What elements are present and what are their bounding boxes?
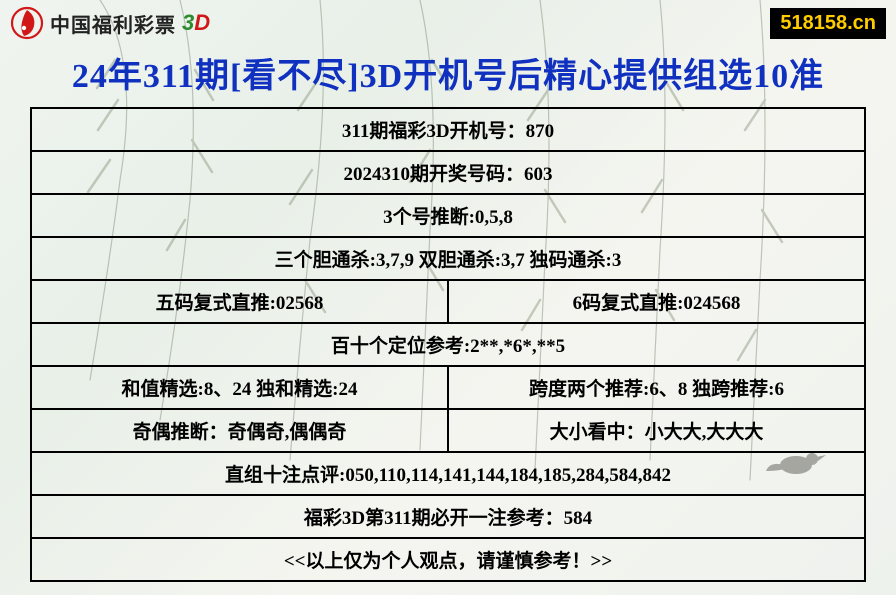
table-cell: 五码复式直推:02568	[32, 281, 447, 322]
data-table: 311期福彩3D开机号：8702024310期开奖号码：6033个号推断:0,5…	[30, 107, 866, 582]
table-cell: 3个号推断:0,5,8	[32, 195, 864, 236]
table-row: 和值精选:8、24 独和精选:24跨度两个推荐:6、8 独跨推荐:6	[32, 367, 864, 410]
table-cell: 直组十注点评:050,110,114,141,144,184,185,284,5…	[32, 453, 864, 494]
logo-block: 中国福利彩票 3D	[10, 6, 210, 40]
table-row: 直组十注点评:050,110,114,141,144,184,185,284,5…	[32, 453, 864, 496]
table-cell: 百十个定位参考:2**,*6*,**5	[32, 324, 864, 365]
site-badge: 518158.cn	[770, 8, 886, 39]
table-cell: 和值精选:8、24 独和精选:24	[32, 367, 447, 408]
table-cell: 2024310期开奖号码：603	[32, 152, 864, 193]
table-row: 3个号推断:0,5,8	[32, 195, 864, 238]
table-row: 2024310期开奖号码：603	[32, 152, 864, 195]
brand-3d-red: D	[194, 10, 210, 35]
brand-3d-green: 3	[182, 10, 194, 35]
table-cell: <<以上仅为个人观点，请谨慎参考！>>	[32, 539, 864, 580]
page-title: 24年311期[看不尽]3D开机号后精心提供组选10准	[0, 42, 896, 107]
lottery-logo-icon	[10, 6, 44, 40]
table-row: 福彩3D第311期必开一注参考：584	[32, 496, 864, 539]
table-row: 311期福彩3D开机号：870	[32, 109, 864, 152]
table-cell: 6码复式直推:024568	[447, 281, 864, 322]
table-cell: 奇偶推断：奇偶奇,偶偶奇	[32, 410, 447, 451]
brand-3d: 3D	[182, 10, 210, 36]
table-cell: 福彩3D第311期必开一注参考：584	[32, 496, 864, 537]
table-cell: 跨度两个推荐:6、8 独跨推荐:6	[447, 367, 864, 408]
table-cell: 三个胆通杀:3,7,9 双胆通杀:3,7 独码通杀:3	[32, 238, 864, 279]
table-row: 奇偶推断：奇偶奇,偶偶奇大小看中：小大大,大大大	[32, 410, 864, 453]
table-row: 五码复式直推:025686码复式直推:024568	[32, 281, 864, 324]
header: 中国福利彩票 3D 518158.cn	[0, 0, 896, 42]
brand-text: 中国福利彩票	[50, 9, 176, 38]
table-cell: 大小看中：小大大,大大大	[447, 410, 864, 451]
table-row: 百十个定位参考:2**,*6*,**5	[32, 324, 864, 367]
table-cell: 311期福彩3D开机号：870	[32, 109, 864, 150]
table-row: 三个胆通杀:3,7,9 双胆通杀:3,7 独码通杀:3	[32, 238, 864, 281]
table-row: <<以上仅为个人观点，请谨慎参考！>>	[32, 539, 864, 580]
